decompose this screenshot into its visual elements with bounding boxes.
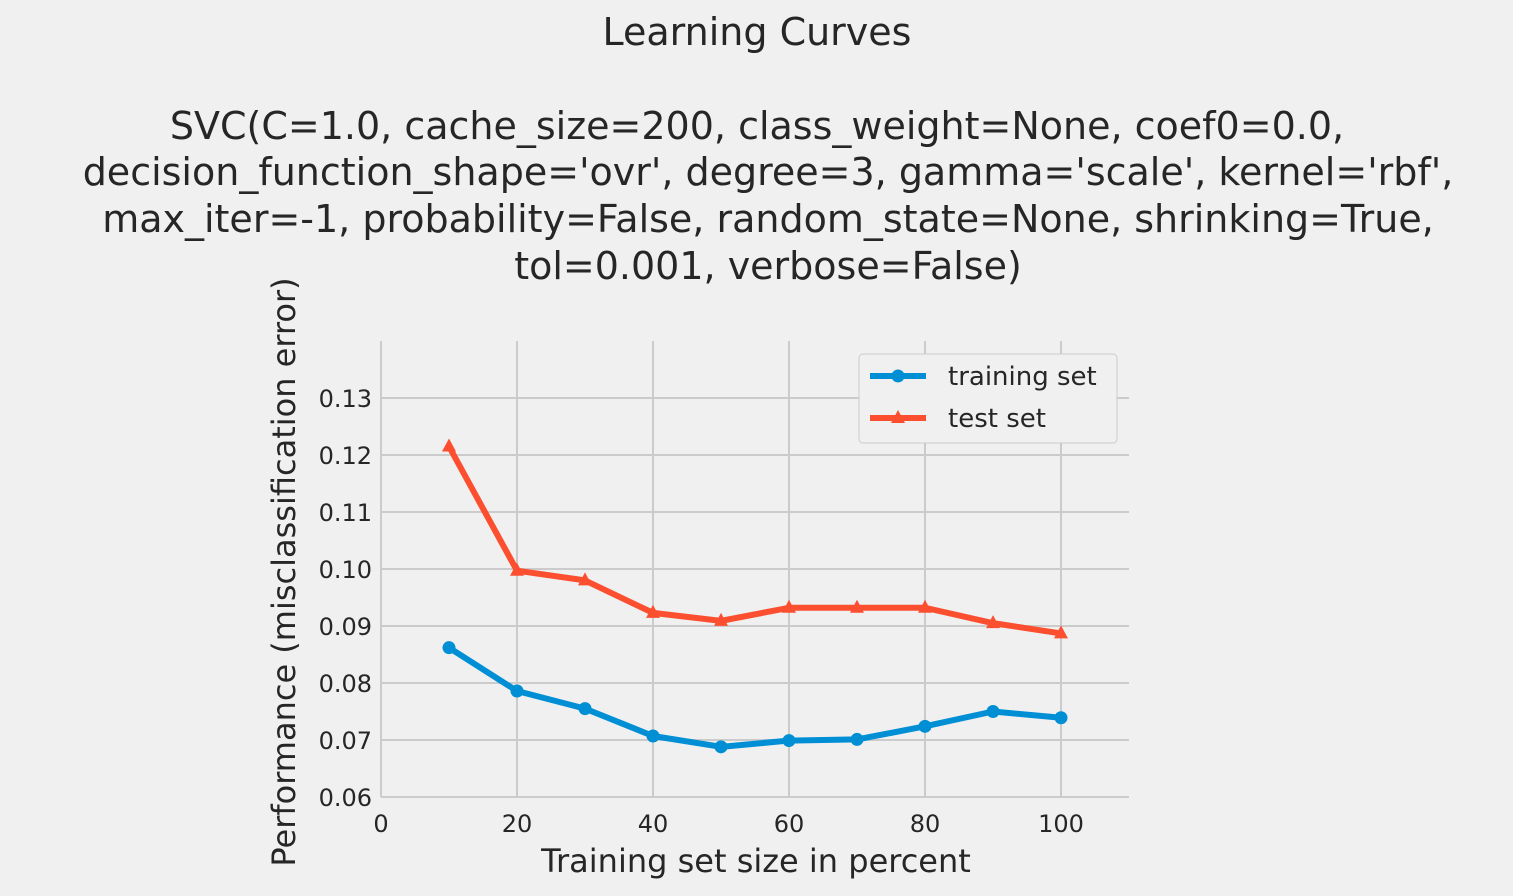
legend: training set test set bbox=[858, 353, 1118, 444]
test-point bbox=[578, 572, 592, 586]
y-axis-label: Performance (misclassification error) bbox=[265, 277, 303, 866]
chart-subtitle-line-3: max_iter=-1, probability=False, random_s… bbox=[102, 197, 1434, 241]
x-tick-label: 20 bbox=[502, 810, 533, 838]
x-tick-label: 80 bbox=[910, 810, 941, 838]
y-tick-label: 0.12 bbox=[319, 442, 372, 470]
y-tick-label: 0.10 bbox=[319, 556, 372, 584]
x-tick-label: 0 bbox=[373, 810, 388, 838]
training-point bbox=[782, 734, 796, 748]
test-point bbox=[986, 615, 1000, 629]
test-point bbox=[646, 604, 660, 618]
training-point bbox=[986, 705, 1000, 718]
y-tick-label: 0.08 bbox=[319, 670, 372, 698]
y-tick-label: 0.07 bbox=[319, 727, 372, 755]
test-point bbox=[714, 612, 728, 626]
y-tick-label: 0.06 bbox=[319, 784, 372, 812]
x-axis-label: Training set size in percent bbox=[540, 842, 971, 880]
chart-title: Learning Curves bbox=[603, 10, 912, 54]
series-line-test bbox=[446, 443, 1064, 637]
training-point bbox=[714, 740, 728, 754]
series bbox=[442, 438, 1068, 754]
test-point bbox=[442, 438, 456, 452]
test-point bbox=[1054, 625, 1068, 639]
legend-training-label: training set bbox=[948, 362, 1097, 392]
training-point bbox=[1054, 711, 1068, 725]
chart-subtitle-line-4: tol=0.001, verbose=False) bbox=[514, 244, 1022, 288]
y-tick-label: 0.13 bbox=[319, 385, 372, 413]
legend-test-label: test set bbox=[948, 404, 1046, 434]
training-point bbox=[850, 732, 864, 746]
x-tick-label: 40 bbox=[638, 810, 669, 838]
training-point bbox=[442, 641, 456, 655]
series-line-training bbox=[446, 644, 1064, 750]
legend-test-marker bbox=[891, 410, 905, 423]
tick-labels: 0 20 40 60 80 100 0.06 0.07 0.08 0.09 0.10 0.11 0.12… bbox=[319, 385, 1084, 838]
chart-subtitle-line-1: SVC(C=1.0, cache_size=200, class_weight=… bbox=[170, 104, 1344, 148]
test-point bbox=[850, 599, 864, 613]
training-point bbox=[510, 684, 524, 698]
test-point bbox=[782, 599, 796, 613]
x-tick-label: 60 bbox=[774, 810, 805, 838]
chart-subtitle-line-2: decision_function_shape='ovr', degree=3,… bbox=[83, 150, 1454, 194]
x-tick-label: 100 bbox=[1038, 810, 1084, 838]
legend-training-marker bbox=[891, 369, 905, 383]
test-point bbox=[918, 599, 932, 613]
test-point bbox=[510, 562, 524, 576]
y-tick-label: 0.11 bbox=[319, 499, 372, 527]
y-tick-label: 0.09 bbox=[319, 613, 372, 641]
training-point bbox=[646, 729, 660, 743]
training-point bbox=[578, 702, 592, 716]
training-point bbox=[918, 719, 932, 733]
